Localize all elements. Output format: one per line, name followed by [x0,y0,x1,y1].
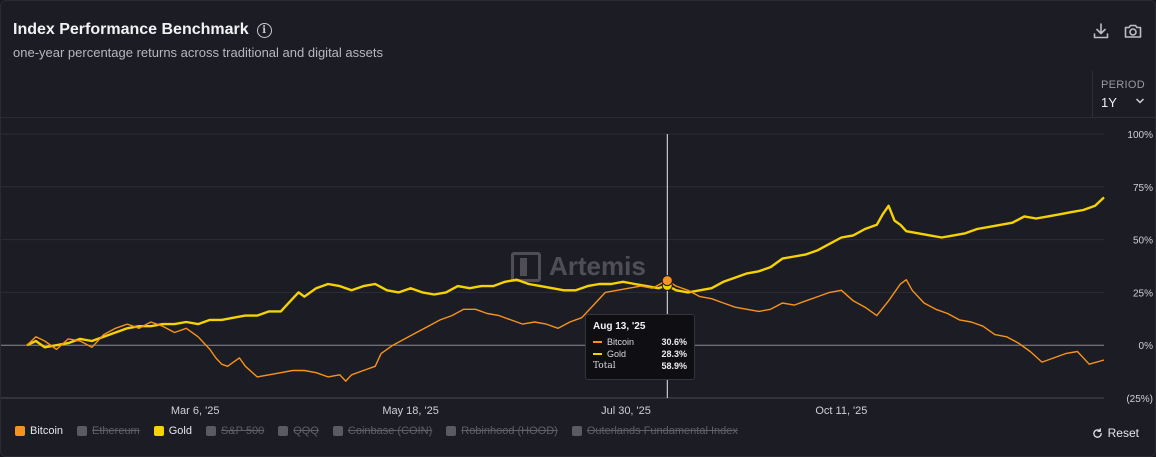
x-tick-label: Jul 30, '25 [601,405,651,417]
legend-swatch [77,426,88,436]
legend-item-robinhood[interactable]: Robinhood (HOOD) [446,425,558,437]
tooltip-total-value: 58.9% [661,361,687,371]
y-tick-label: 50% [1133,236,1153,247]
bitcoin-hover-marker [661,275,673,287]
reset-label: Reset [1107,426,1139,440]
legend-label: S&P 500 [220,425,265,437]
tooltip-row: Gold 28.3% [593,348,687,360]
tooltip-bitcoin-swatch [593,341,602,343]
legend: Bitcoin Ethereum Gold S&P 500 QQQ Coinba… [15,425,752,437]
legend-item-sp500[interactable]: S&P 500 [205,425,265,437]
tooltip-row: Total 58.9% [593,360,687,372]
x-tick-label: May 18, '25 [382,405,439,417]
y-tick-label: (25%) [1126,394,1153,405]
info-icon[interactable]: i [256,22,272,38]
tooltip-bitcoin-value: 30.6% [661,337,687,347]
reset-icon [1092,427,1102,438]
bitcoin-series-line [26,279,1105,382]
chart-title: Index Performance Benchmark [13,21,249,38]
tooltip-row: Bitcoin 30.6% [593,336,687,348]
legend-swatch [571,426,582,436]
legend-label: Gold [168,425,192,437]
y-tick-label: 75% [1133,183,1153,194]
tooltip-gold-name: Gold [607,349,627,359]
legend-swatch [446,426,457,436]
chart-subtitle: one-year percentage returns across tradi… [13,45,383,60]
legend-label: Coinbase (COIN) [347,425,433,437]
title-row: Index Performance Benchmark i [13,21,272,39]
chevron-down-icon [1135,98,1145,104]
watermark: Artemis [511,251,646,282]
legend-swatch [153,426,164,436]
period-value: 1Y [1101,95,1117,110]
legend-item-bitcoin[interactable]: Bitcoin [15,425,63,437]
legend-label: Bitcoin [30,425,64,437]
legend-label: Robinhood (HOOD) [461,425,558,437]
legend-label: Ethereum [92,425,140,437]
tooltip-gold-value: 28.3% [661,349,687,359]
artemis-logo-icon [511,251,541,282]
tooltip-gold-swatch [593,353,602,355]
legend-item-outerlands[interactable]: Outerlands Fundamental Index [571,425,738,437]
plot-top-divider [1,117,1095,118]
legend-label: Outerlands Fundamental Index [586,425,738,437]
legend-item-coinbase[interactable]: Coinbase (COIN) [332,425,433,437]
period-label: PERIOD [1101,79,1145,91]
y-tick-label: 0% [1139,341,1154,352]
legend-swatch [15,426,25,436]
x-tick-label: Oct 11, '25 [815,405,867,417]
legend-item-qqq[interactable]: QQQ [278,425,319,437]
legend-item-gold[interactable]: Gold [153,425,192,437]
tooltip-date: Aug 13, '25 [593,321,646,332]
toolbar [1091,21,1143,41]
reset-button[interactable]: Reset [1092,426,1139,440]
period-selector[interactable]: PERIOD 1Y [1092,71,1155,118]
tooltip-bitcoin-name: Bitcoin [607,337,635,347]
watermark-text: Artemis [549,251,646,281]
legend-swatch [332,426,343,436]
legend-item-ethereum[interactable]: Ethereum [77,425,140,437]
gold-series-line [26,196,1105,349]
camera-icon[interactable] [1123,21,1143,41]
x-tick-label: Mar 6, '25 [171,405,220,417]
download-icon[interactable] [1091,21,1111,41]
legend-swatch [278,426,289,436]
y-tick-label: 100% [1127,130,1153,141]
tooltip-total-name: Total [593,361,616,371]
legend-swatch [205,426,216,436]
y-tick-label: 25% [1133,288,1153,299]
legend-label: QQQ [293,425,319,437]
hover-tooltip: Aug 13, '25 Bitcoin 30.6% Gold 28.3% Tot… [585,314,695,380]
